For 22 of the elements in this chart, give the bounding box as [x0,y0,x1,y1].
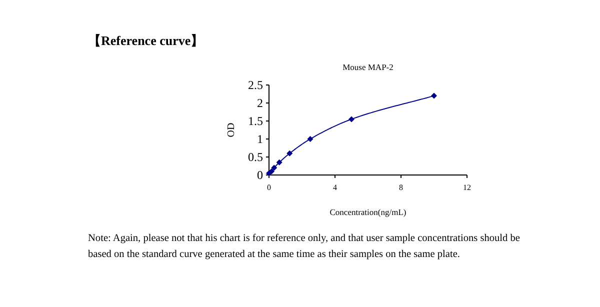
y-tick-label: 2.5 [248,78,263,92]
text: Note: Again, please not that his chart is for reference only, and that user sample concentrations should be based on the standard curve generated at the same time as their samples on the same plate. [88,232,521,262]
text: 【Reference curve】 [88,32,204,50]
x-tick-label: 0 [267,183,271,192]
point [268,168,275,174]
y-tick-label: 2 [257,96,263,110]
y-tick-label: 1 [257,132,263,146]
x-axis-title: Concentration(ng/mL) [330,207,406,217]
point [348,116,354,122]
x-tick-label: 4 [333,183,337,192]
point [271,164,278,171]
point [307,136,314,142]
y-tick-label: 0 [257,168,263,182]
point [431,92,437,99]
x-tick-label: 12 [463,183,471,192]
y-tick-label: 0.5 [248,150,263,164]
y-tick-label: 1.5 [248,114,263,128]
point [286,150,293,156]
x-tick-label: 8 [399,183,403,192]
chart-title: Mouse MAP-2 [342,62,394,72]
y-axis-title: OD [226,122,237,138]
point [276,159,282,166]
